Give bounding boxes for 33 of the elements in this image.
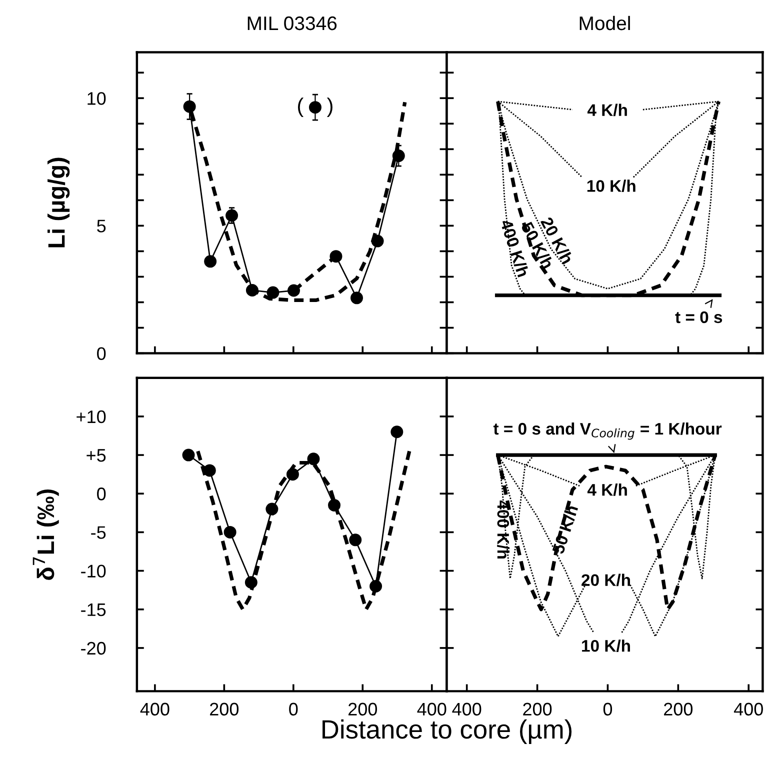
y-tick-label: -15: [81, 604, 106, 616]
y-tick-label: 5: [97, 220, 106, 232]
x-tick-label: 200: [523, 702, 552, 716]
y-axis-title: δ$^{7}$Li (‰): [32, 490, 59, 580]
series-label: t = 0 s and V$_{Cooling}$ = 1 K/hour: [493, 422, 722, 440]
chart-title: MIL 03346: [248, 16, 337, 30]
x-tick-label: 400: [452, 702, 482, 716]
y-tick-label: 0: [97, 488, 106, 500]
y-tick-label: 0: [97, 347, 106, 360]
annotation: ( ): [298, 98, 332, 118]
x-tick-label: 0: [289, 702, 298, 716]
y-tick-label: -20: [81, 642, 106, 655]
series-label: 4 K/h: [587, 484, 627, 496]
series-label: 10 K/h: [582, 640, 630, 652]
x-tick-label: 200: [210, 702, 239, 716]
y-tick-label: -5: [91, 526, 106, 539]
y-tick-label: 10: [88, 92, 106, 105]
x-tick-label: 0: [603, 702, 612, 716]
x-tick-label: 200: [664, 702, 693, 716]
x-tick-label: 400: [140, 702, 170, 716]
x-tick-label: 400: [734, 702, 763, 716]
x-tick-label: 400: [417, 702, 446, 716]
y-tick-label: +10: [76, 410, 106, 424]
series-label: 10 K/h: [587, 180, 636, 192]
series-label: 20 K/h: [582, 574, 630, 586]
annotation: t = 0 s: [675, 311, 722, 324]
x-tick-label: 200: [348, 702, 377, 716]
chart-title: Model: [580, 16, 630, 30]
series-label: 4 K/h: [587, 104, 627, 116]
x-axis-title: Distance to core (µm): [322, 719, 572, 744]
y-tick-label: +5: [86, 449, 106, 462]
y-tick-label: -10: [81, 564, 106, 578]
y-axis-title: Li (µg/g): [48, 158, 70, 248]
